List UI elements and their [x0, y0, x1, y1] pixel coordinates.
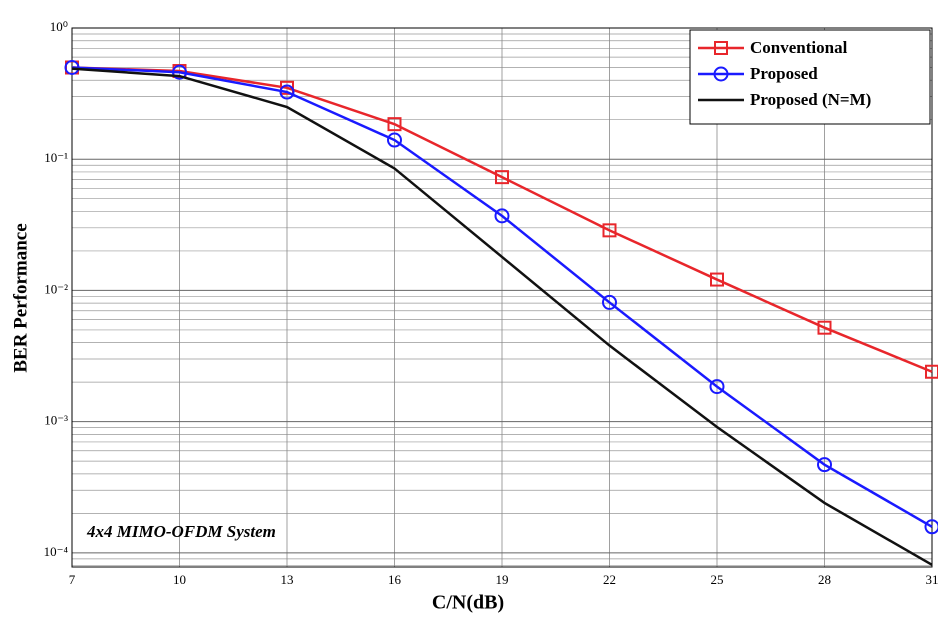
- legend-marker: [713, 66, 729, 82]
- x-tick-label: 19: [496, 572, 509, 587]
- y-tick-label: 10⁻¹: [44, 150, 68, 165]
- x-axis-label: C/N(dB): [432, 592, 504, 614]
- x-tick-label: 31: [926, 572, 938, 587]
- marker: [495, 170, 509, 185]
- x-tick-label: 7: [69, 572, 76, 587]
- legend-label: Conventional: [750, 38, 848, 57]
- marker: [602, 294, 617, 310]
- x-tick-label: 22: [603, 572, 616, 587]
- legend-label: Proposed (N=M): [750, 90, 871, 109]
- marker: [817, 457, 832, 473]
- plot-frame: [71, 27, 933, 568]
- series-line: [71, 67, 933, 566]
- annotation: 4x4 MIMO-OFDM System: [86, 522, 276, 541]
- y-tick-label: 10⁻³: [44, 413, 68, 428]
- y-tick-label: 10⁻⁴: [44, 544, 69, 559]
- legend-label: Proposed: [750, 64, 818, 83]
- marker: [64, 59, 80, 75]
- marker: [172, 64, 187, 80]
- marker: [387, 117, 402, 132]
- marker: [494, 208, 510, 224]
- marker: [710, 272, 724, 287]
- marker: [602, 223, 617, 238]
- y-axis-label: BER Performance: [10, 223, 31, 372]
- marker: [709, 379, 725, 395]
- y-tick-label: 10⁰: [50, 19, 68, 34]
- x-tick-label: 25: [711, 572, 724, 587]
- y-tick-label: 10⁻²: [44, 281, 68, 296]
- x-tick-label: 13: [281, 572, 294, 587]
- marker: [924, 519, 938, 535]
- marker: [387, 132, 402, 148]
- x-tick-label: 16: [388, 572, 402, 587]
- marker: [925, 364, 938, 379]
- series-line: [71, 66, 933, 528]
- marker: [817, 320, 832, 335]
- legend-marker: [714, 41, 728, 55]
- x-tick-label: 10: [173, 572, 186, 587]
- marker: [279, 84, 295, 100]
- series-line: [71, 66, 933, 373]
- x-tick-label: 28: [818, 572, 831, 587]
- legend-box: [689, 29, 931, 125]
